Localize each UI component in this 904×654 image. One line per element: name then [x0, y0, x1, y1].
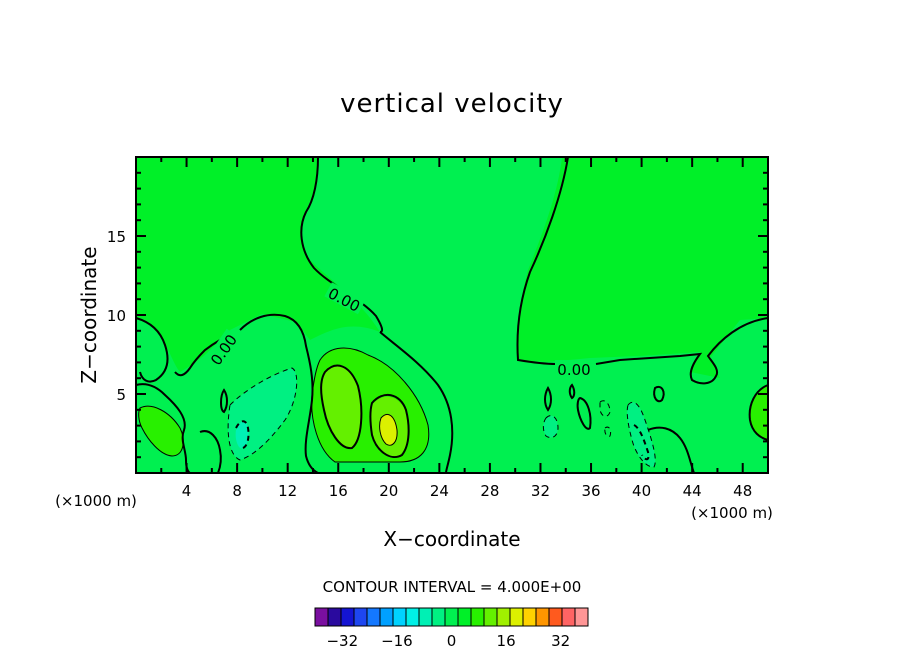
x-tick-label: 20	[379, 482, 398, 500]
zero-contour-small-1	[220, 388, 228, 414]
x-tick-label: 24	[430, 482, 449, 500]
x-tick-label: 28	[480, 482, 499, 500]
neg-contour-right	[626, 401, 656, 468]
neg-contour-left-inner	[235, 420, 250, 450]
colorbar-swatch	[353, 607, 368, 627]
colorbar-swatch	[327, 607, 342, 627]
neg-contour-right-4	[604, 426, 612, 437]
zero-contour-small-5	[653, 386, 665, 403]
x-tick-label: 32	[531, 482, 550, 500]
y-unit-label: (×1000 m)	[55, 492, 137, 510]
colorbar-tick-label: 32	[551, 632, 570, 650]
colorbar-swatch	[535, 607, 550, 627]
colorbar-swatch	[392, 607, 407, 627]
x-tick-label: 36	[581, 482, 600, 500]
colorbar-swatch	[444, 607, 459, 627]
zero-contour-right-edge	[748, 384, 769, 441]
plot-area: 0.000.000.00	[135, 156, 769, 474]
colorbar-labels: −32 −16 0 16 32	[326, 632, 570, 650]
neg-contour-right-inner	[633, 424, 650, 461]
contour-interval-label: CONTOUR INTERVAL = 4.000E+00	[323, 578, 582, 596]
colorbar-tick-label: −16	[381, 632, 413, 650]
colorbar-swatch	[405, 607, 420, 627]
colorbar-swatch	[509, 607, 524, 627]
zero-contours	[135, 156, 769, 474]
colorbar	[314, 607, 589, 627]
neg-contour-left	[227, 367, 298, 461]
colorbar-tick-label: 0	[447, 632, 457, 650]
colorbar-swatch	[522, 607, 537, 627]
colorbar-swatch	[496, 607, 511, 627]
pos-contour-left	[138, 405, 184, 457]
colorbar-swatch	[418, 607, 433, 627]
y-axis-label: Z−coordinate	[77, 246, 101, 383]
y-tick-label: 5	[116, 386, 126, 404]
x-tick-label: 4	[182, 482, 192, 500]
x-tick-label: 40	[632, 482, 651, 500]
neg-contour-right-2	[542, 415, 559, 439]
zero-contour-small-2	[544, 385, 552, 412]
zero-contour-upper-left	[300, 156, 384, 333]
region-updraft-core	[379, 414, 398, 446]
zero-contour-small-3	[568, 383, 576, 400]
y-axis-ticks: 5 10 15	[107, 171, 768, 459]
colorbar-swatch	[379, 607, 394, 627]
region-updraft-mid	[321, 366, 362, 449]
x-tick-label: 16	[329, 482, 348, 500]
region-downdraft-left-inner	[235, 421, 249, 449]
contour-label-bg	[204, 328, 240, 370]
colorbar-tick-label: 16	[497, 632, 516, 650]
colorbar-swatch	[457, 607, 472, 627]
x-tick-label: 44	[683, 482, 702, 500]
chart-title: vertical velocity	[340, 89, 564, 119]
colorbar-swatch	[431, 607, 446, 627]
x-tick-label: 12	[278, 482, 297, 500]
x-axis-ticks: 4 8 12 16 20 24 28 32 36 40 44 48	[135, 157, 769, 500]
pos-contour-outer	[311, 347, 430, 463]
colorbar-swatch	[470, 607, 485, 627]
colorbar-swatch	[561, 607, 576, 627]
zero-contour-left-bump	[199, 430, 222, 474]
positive-contours	[138, 347, 430, 463]
colorbar-swatch	[340, 607, 355, 627]
contour-label: 0.00	[555, 360, 593, 379]
zero-contour-wave	[174, 339, 221, 377]
region-downdraft-right-2	[543, 415, 558, 438]
colorbar-swatch	[366, 607, 381, 627]
contour-label-text: 0.00	[557, 361, 590, 379]
y-tick-label: 10	[107, 307, 126, 325]
x-tick-label: 8	[232, 482, 242, 500]
zero-contour-mid-right	[595, 317, 769, 385]
colorbar-swatch	[314, 607, 329, 627]
zero-contour-left	[135, 317, 169, 383]
y-tick-label: 15	[107, 228, 126, 246]
zero-contour-small-4	[576, 396, 592, 430]
neg-contour-right-3	[599, 400, 611, 417]
pos-contour-core	[379, 414, 398, 446]
zero-contour-updraft-core	[369, 394, 410, 458]
colorbar-swatch	[483, 607, 498, 627]
colorbar-swatch	[548, 607, 563, 627]
x-tick-label: 48	[733, 482, 752, 500]
x-axis-label: X−coordinate	[383, 527, 520, 551]
colorbar-swatch	[574, 607, 589, 627]
x-unit-label: (×1000 m)	[691, 504, 773, 522]
zero-contour-hump	[239, 313, 319, 474]
zero-contour-upper-right	[516, 156, 569, 365]
colorbar-tick-label: −32	[326, 632, 358, 650]
contour-label-bg	[324, 282, 366, 315]
zero-contour-updraft-edge	[379, 331, 454, 474]
zero-contour-updraft-left	[320, 364, 363, 450]
negative-contours	[227, 367, 656, 468]
zero-contour-right-low	[647, 426, 695, 474]
contour-label-bg	[555, 360, 593, 376]
